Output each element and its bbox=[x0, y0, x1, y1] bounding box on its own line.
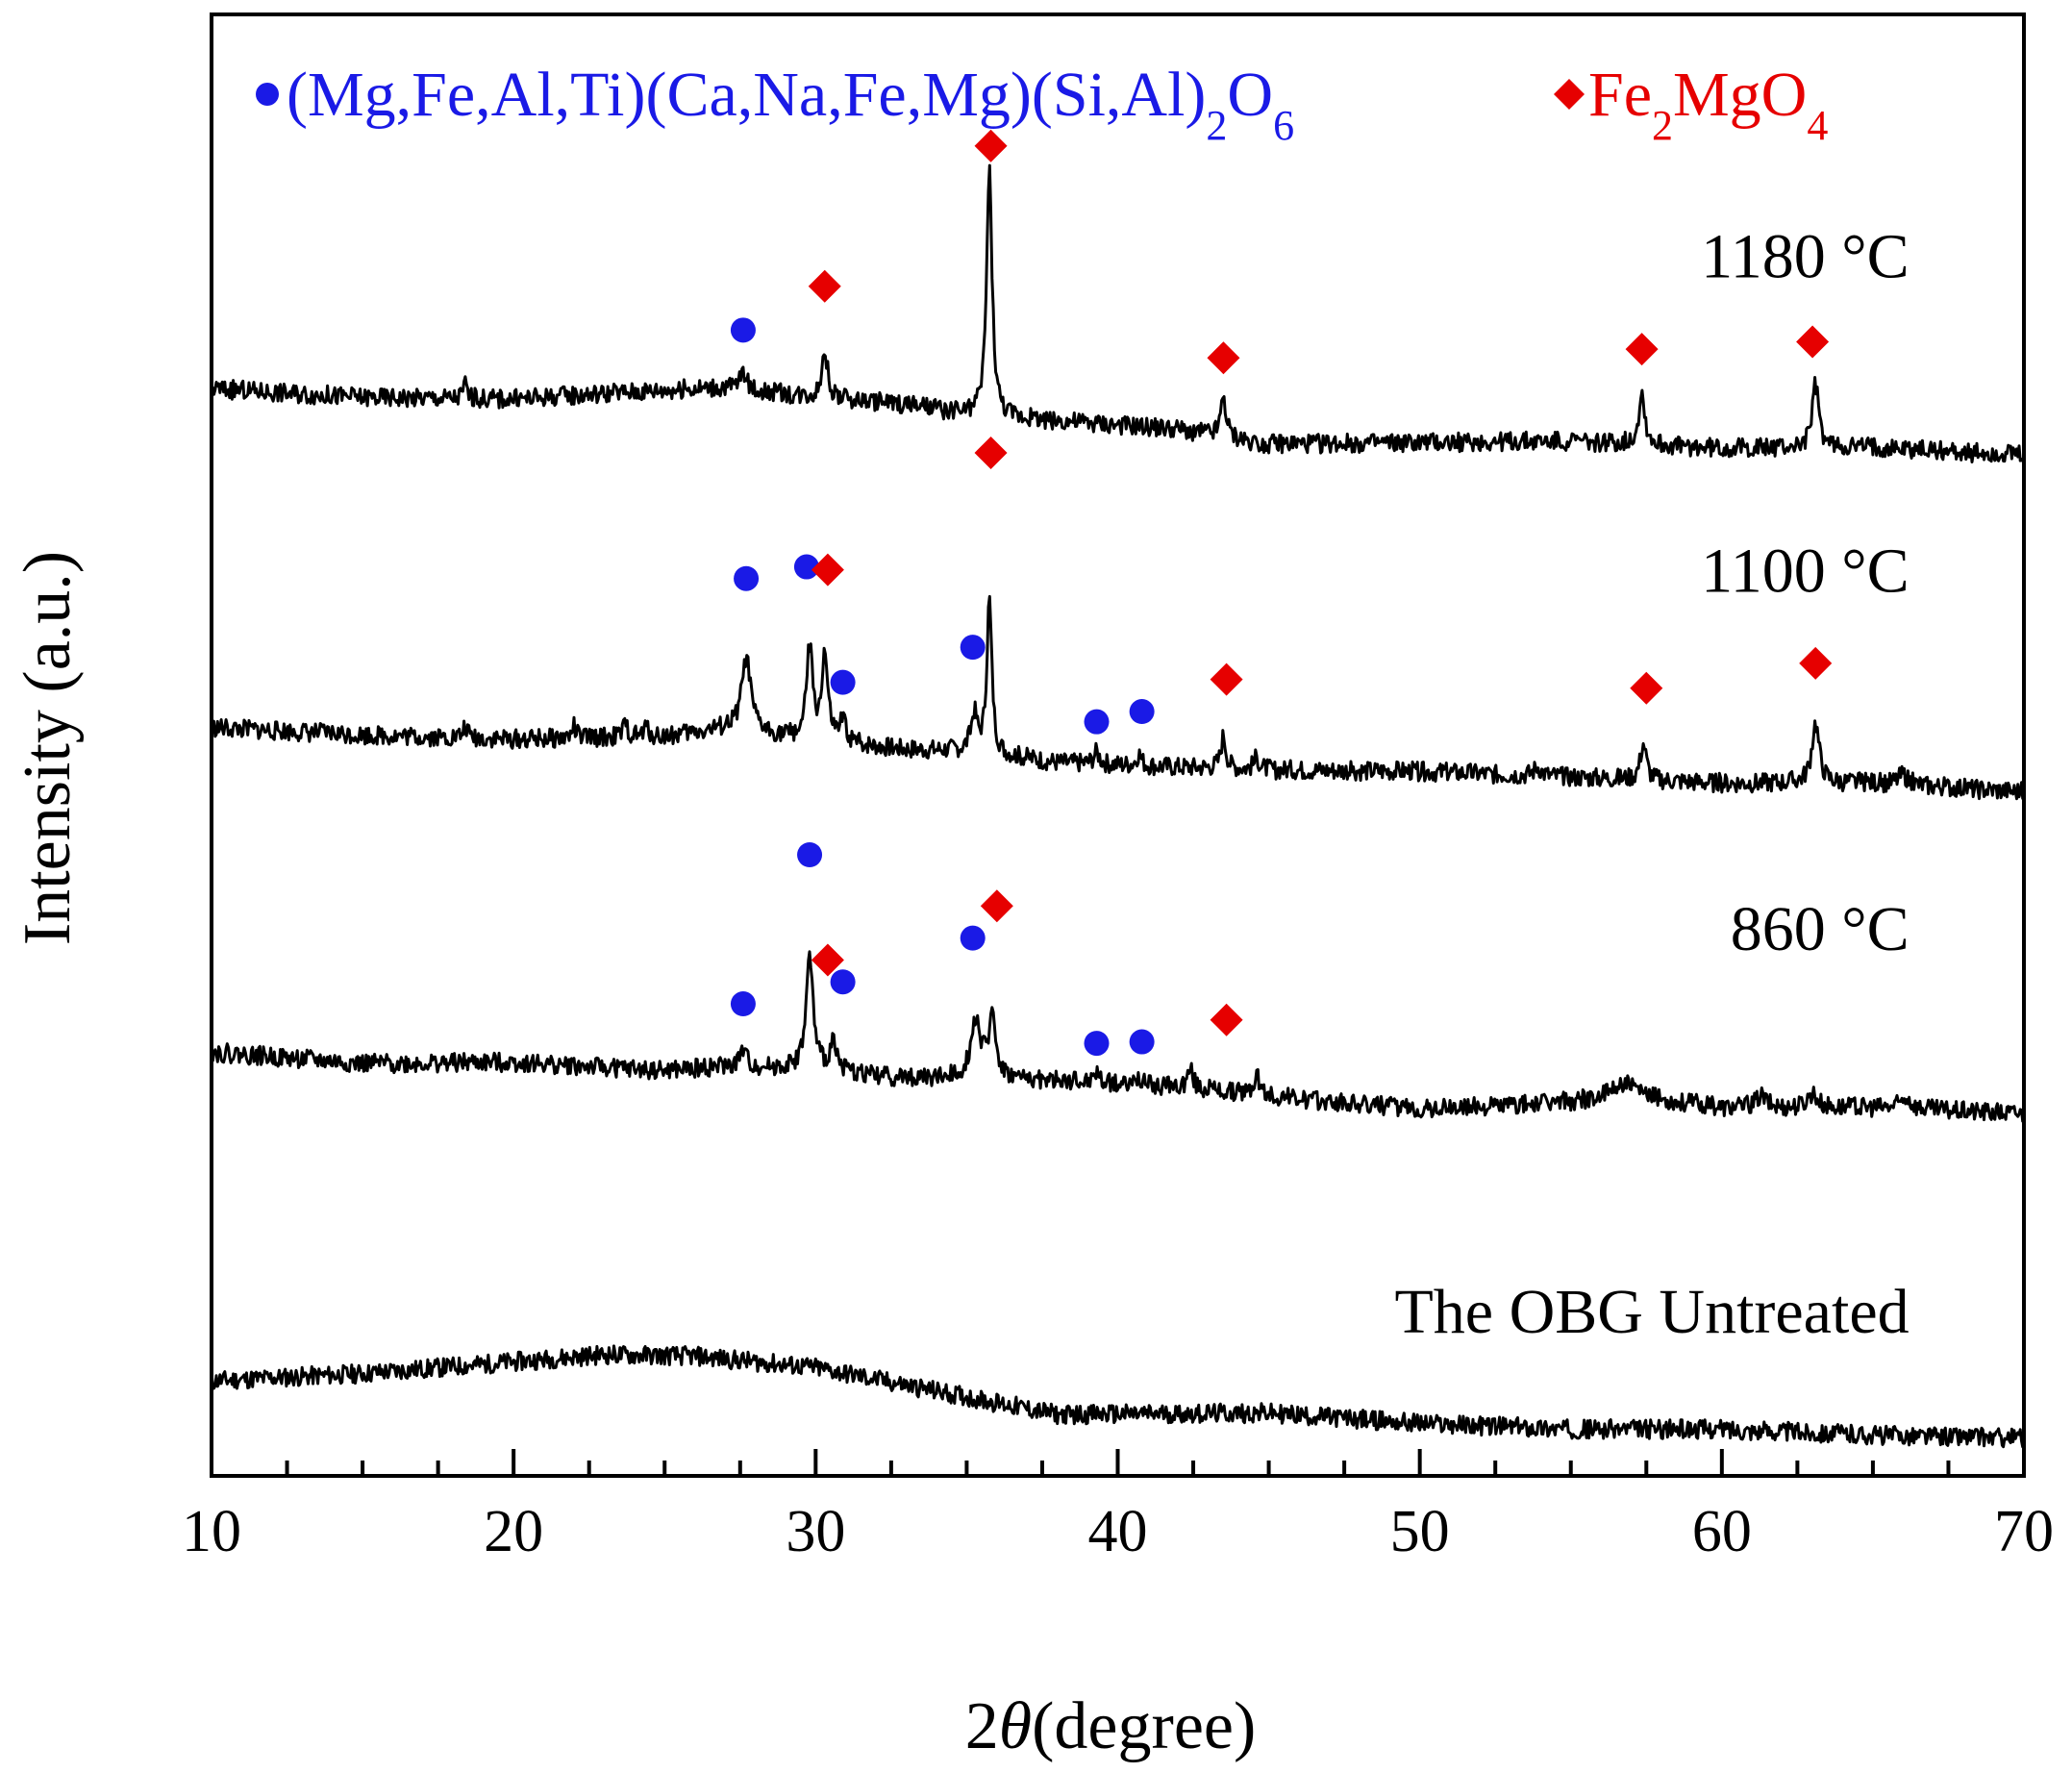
pyroxene-marker bbox=[960, 635, 986, 661]
x-tick-label: 70 bbox=[1994, 1499, 2054, 1564]
magnesioferrite-marker bbox=[811, 943, 844, 977]
trace-label: 860 °C bbox=[1731, 894, 1910, 964]
legend-diamond-marker bbox=[1554, 79, 1585, 110]
x-tick-label: 60 bbox=[1692, 1499, 1752, 1564]
pyroxene-marker bbox=[1084, 1031, 1110, 1057]
axes: 10 20 30 40 50 60 70 bbox=[182, 12, 2054, 1564]
x-axis-title: 2θ(degree) bbox=[965, 1689, 1257, 1763]
magnesioferrite-marker bbox=[1799, 646, 1833, 680]
legend: (Mg,Fe,Al,Ti)(Ca,Na,Fe,Mg)(Si,Al)2O6 Fe2M… bbox=[256, 60, 1828, 149]
magnesioferrite-marker bbox=[974, 129, 1008, 162]
magnesioferrite-marker bbox=[1796, 325, 1830, 359]
x-tick-label: 30 bbox=[786, 1499, 845, 1564]
series-line bbox=[211, 950, 2025, 1123]
series-line bbox=[211, 163, 2026, 463]
pyroxene-marker bbox=[830, 969, 856, 995]
x-tick-label: 40 bbox=[1088, 1499, 1148, 1564]
magnesioferrite-marker bbox=[808, 269, 841, 303]
legend-label: Fe2MgO4 bbox=[1588, 60, 1828, 149]
legend-circle-marker bbox=[256, 83, 279, 106]
magnesioferrite-marker bbox=[1207, 341, 1240, 375]
magnesioferrite-marker bbox=[1630, 671, 1663, 705]
pyroxene-marker bbox=[830, 669, 856, 695]
plot-area: 1180 °C 1100 °C 860 °C The OBG Untreated bbox=[210, 129, 2026, 1449]
pyroxene-marker bbox=[1129, 1029, 1155, 1055]
magnesioferrite-marker bbox=[980, 889, 1013, 923]
trace-label: 1100 °C bbox=[1701, 536, 1909, 606]
magnesioferrite-marker bbox=[974, 437, 1008, 469]
pyroxene-marker bbox=[960, 925, 986, 951]
pyroxene-marker bbox=[1084, 709, 1110, 735]
x-tick-label: 50 bbox=[1390, 1499, 1450, 1564]
trace-label: The OBG Untreated bbox=[1394, 1277, 1909, 1347]
series-line bbox=[210, 1344, 2026, 1449]
pyroxene-marker bbox=[730, 991, 756, 1017]
pyroxene-marker bbox=[797, 842, 823, 867]
x-tick-label: 20 bbox=[484, 1499, 543, 1564]
y-axis-title: Intensity (a.u.) bbox=[11, 551, 85, 945]
pyroxene-marker bbox=[734, 565, 760, 591]
pyroxene-marker bbox=[1129, 699, 1155, 725]
magnesioferrite-marker bbox=[811, 553, 844, 587]
legend-label: (Mg,Fe,Al,Ti)(Ca,Na,Fe,Mg)(Si,Al)2O6 bbox=[287, 60, 1294, 149]
trace-label: 1180 °C bbox=[1701, 222, 1909, 292]
magnesioferrite-marker bbox=[1625, 333, 1659, 366]
pyroxene-marker bbox=[730, 317, 756, 343]
x-tick-label: 10 bbox=[182, 1499, 241, 1564]
magnesioferrite-marker bbox=[1210, 1003, 1243, 1036]
series-line bbox=[210, 594, 2026, 801]
magnesioferrite-marker bbox=[1210, 662, 1243, 696]
pyroxene-marker bbox=[793, 554, 819, 580]
